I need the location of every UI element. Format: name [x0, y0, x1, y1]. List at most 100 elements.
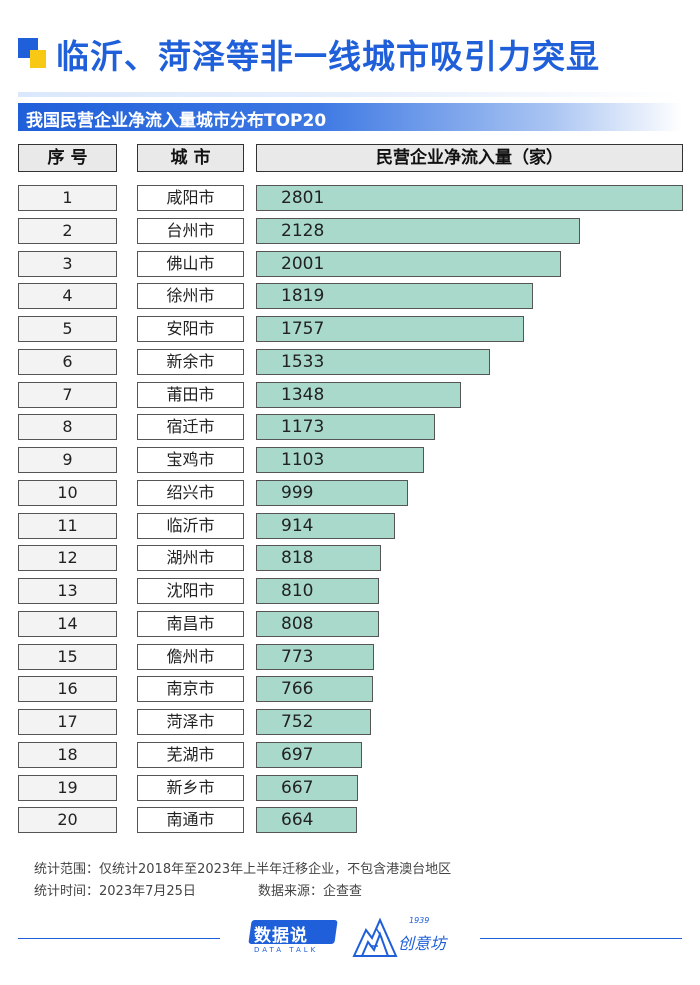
rank-cell: 2 — [18, 218, 117, 244]
city-label: 菏泽市 — [137, 709, 244, 735]
bar — [256, 218, 580, 244]
city-label: 南昌市 — [137, 611, 244, 637]
header-value: 民营企业净流入量（家） — [256, 144, 683, 172]
rank-cell: 15 — [18, 644, 117, 670]
bar-value-label: 818 — [281, 548, 314, 568]
rank-cell: 4 — [18, 283, 117, 309]
rank-cell: 18 — [18, 742, 117, 768]
brand-name-zh: 数据说 — [254, 926, 308, 946]
city-label: 南京市 — [137, 676, 244, 702]
rank-cell: 20 — [18, 807, 117, 833]
bar — [256, 283, 533, 309]
rank-cell: 17 — [18, 709, 117, 735]
footer-line-right — [480, 938, 682, 939]
city-label: 南通市 — [137, 807, 244, 833]
bar-value-label: 752 — [281, 712, 314, 732]
bar-value-label: 667 — [281, 778, 314, 798]
bar — [256, 644, 374, 670]
rank-cell: 8 — [18, 414, 117, 440]
rank-cell: 16 — [18, 676, 117, 702]
bar-value-label: 697 — [281, 745, 314, 765]
city-label: 绍兴市 — [137, 480, 244, 506]
bar-value-label: 1533 — [281, 352, 325, 372]
header-rank: 序 号 — [18, 144, 117, 172]
bar-value-label: 2128 — [281, 221, 325, 241]
rank-cell: 3 — [18, 251, 117, 277]
brand-name-chuangyifang: 创意坊 — [398, 934, 447, 953]
bar-value-label: 664 — [281, 810, 314, 830]
bar-value-label: 1173 — [281, 417, 325, 437]
bar — [256, 185, 683, 211]
city-label: 咸阳市 — [137, 185, 244, 211]
city-label: 宝鸡市 — [137, 447, 244, 473]
rank-cell: 5 — [18, 316, 117, 342]
rank-cell: 6 — [18, 349, 117, 375]
bar — [256, 251, 561, 277]
note-scope: 统计范围：仅统计2018年至2023年上半年迁移企业，不包含港澳台地区 — [34, 862, 452, 877]
city-label: 台州市 — [137, 218, 244, 244]
bar-value-label: 1819 — [281, 286, 325, 306]
bar-value-label: 773 — [281, 647, 314, 667]
logo-mark — [18, 38, 46, 68]
bar — [256, 513, 395, 539]
bar-value-label: 766 — [281, 679, 314, 699]
bar — [256, 414, 435, 440]
logo-yellow-square — [30, 50, 46, 68]
title-underline — [18, 92, 682, 97]
rank-cell: 19 — [18, 775, 117, 801]
header-city: 城 市 — [137, 144, 244, 172]
city-label: 新余市 — [137, 349, 244, 375]
rank-cell: 14 — [18, 611, 117, 637]
bar-value-label: 1103 — [281, 450, 325, 470]
chart-subtitle: 我国民营企业净流入量城市分布TOP20 — [26, 111, 327, 131]
bar — [256, 611, 379, 637]
city-label: 徐州市 — [137, 283, 244, 309]
city-label: 芜湖市 — [137, 742, 244, 768]
city-label: 新乡市 — [137, 775, 244, 801]
bar — [256, 545, 381, 571]
brand-logo-data-talk: 数据说 DATA TALK — [248, 920, 338, 954]
bar — [256, 316, 524, 342]
note-time: 统计时间：2023年7月25日 — [34, 884, 196, 899]
bar — [256, 578, 379, 604]
city-label: 临沂市 — [137, 513, 244, 539]
city-label: 安阳市 — [137, 316, 244, 342]
mountain-icon — [352, 917, 398, 957]
city-label: 佛山市 — [137, 251, 244, 277]
note-source: 数据来源：企查查 — [258, 884, 363, 899]
rank-cell: 9 — [18, 447, 117, 473]
city-label: 沈阳市 — [137, 578, 244, 604]
bar — [256, 742, 362, 768]
bar — [256, 775, 358, 801]
bar-value-label: 808 — [281, 614, 314, 634]
brand-year: 1939 — [409, 916, 430, 925]
bar — [256, 807, 357, 833]
bar — [256, 676, 373, 702]
rank-cell: 13 — [18, 578, 117, 604]
bar-value-label: 914 — [281, 516, 314, 536]
bar — [256, 480, 408, 506]
bar-value-label: 2801 — [281, 188, 325, 208]
bar — [256, 709, 371, 735]
bar-value-label: 1348 — [281, 385, 325, 405]
page-title: 临沂、菏泽等非一线城市吸引力突显 — [56, 37, 600, 76]
bar-value-label: 999 — [281, 483, 314, 503]
bar — [256, 382, 461, 408]
subtitle-bar: 我国民营企业净流入量城市分布TOP20 — [18, 103, 682, 131]
rank-cell: 10 — [18, 480, 117, 506]
bar — [256, 349, 490, 375]
bar-value-label: 810 — [281, 581, 314, 601]
bar — [256, 447, 424, 473]
brand-name-en: DATA TALK — [254, 946, 319, 954]
rank-cell: 1 — [18, 185, 117, 211]
city-label: 宿迁市 — [137, 414, 244, 440]
rank-cell: 11 — [18, 513, 117, 539]
city-label: 莆田市 — [137, 382, 244, 408]
footer-line-left — [18, 938, 220, 939]
rank-cell: 7 — [18, 382, 117, 408]
brand-logo-chuangyifang: 1939 创意坊 — [352, 916, 456, 960]
bar-value-label: 1757 — [281, 319, 325, 339]
city-label: 儋州市 — [137, 644, 244, 670]
rank-cell: 12 — [18, 545, 117, 571]
bar-value-label: 2001 — [281, 254, 325, 274]
